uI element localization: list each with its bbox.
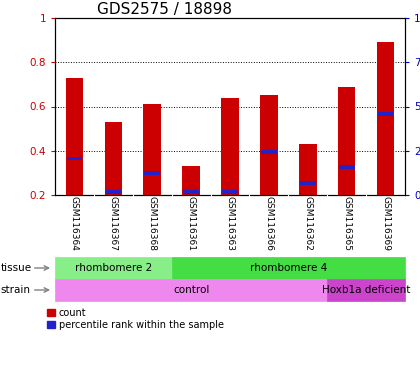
- Bar: [105, 190, 121, 194]
- Text: GSM116367: GSM116367: [109, 196, 118, 251]
- Bar: [144, 171, 160, 175]
- Bar: [261, 150, 277, 154]
- Text: GSM116364: GSM116364: [70, 196, 79, 251]
- Bar: [66, 78, 83, 195]
- Bar: [339, 166, 354, 169]
- Bar: [66, 157, 82, 161]
- Text: GSM116366: GSM116366: [264, 196, 273, 251]
- Bar: [338, 86, 355, 195]
- Text: strain: strain: [0, 285, 31, 295]
- Legend: count, percentile rank within the sample: count, percentile rank within the sample: [47, 308, 224, 330]
- Text: GSM116365: GSM116365: [342, 196, 351, 251]
- Text: Hoxb1a deficient: Hoxb1a deficient: [322, 285, 410, 295]
- Text: GSM116363: GSM116363: [226, 196, 234, 251]
- Text: control: control: [173, 285, 209, 295]
- Text: GSM116368: GSM116368: [148, 196, 157, 251]
- Text: GSM116369: GSM116369: [381, 196, 390, 251]
- Bar: [260, 96, 278, 195]
- Bar: [378, 112, 394, 116]
- Text: rhombomere 2: rhombomere 2: [75, 263, 152, 273]
- Bar: [299, 144, 317, 195]
- Bar: [300, 181, 316, 185]
- Text: GSM116362: GSM116362: [303, 196, 312, 251]
- Text: tissue: tissue: [0, 263, 32, 273]
- Bar: [182, 166, 200, 195]
- Bar: [221, 98, 239, 195]
- Text: rhombomere 4: rhombomere 4: [250, 263, 327, 273]
- Bar: [144, 104, 161, 195]
- Bar: [377, 42, 394, 195]
- Text: GSM116361: GSM116361: [186, 196, 196, 251]
- Bar: [105, 122, 122, 195]
- Text: GDS2575 / 18898: GDS2575 / 18898: [97, 2, 232, 17]
- Bar: [183, 190, 199, 194]
- Bar: [222, 190, 238, 194]
